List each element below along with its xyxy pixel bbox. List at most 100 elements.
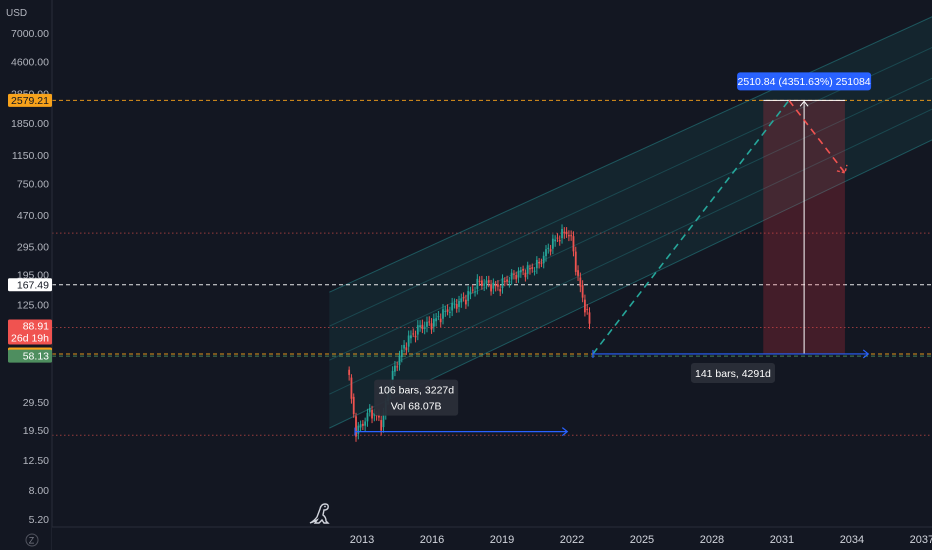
candle-body [464,299,467,305]
candle-body [586,309,589,311]
candle-body [513,273,515,275]
candle-body [503,281,506,283]
price-range-label-bg [737,72,872,91]
candle-body [563,231,566,234]
x-axis[interactable]: 2013 2016 2019 2022 2025 2028 2031 2034 2037 [52,526,932,550]
candle-body [444,310,447,312]
candle-body [556,237,559,239]
projection-arrowhead [836,164,848,174]
y-tick-label: 295.00 [17,242,49,254]
x-tick-label: 2016 [420,534,444,546]
candle-body [549,249,552,252]
horizontal-lines[interactable] [52,99,932,436]
candle-body [551,238,554,249]
y-tick-label: 8.00 [29,485,50,497]
candle-body [455,304,458,309]
candle-body [554,239,557,242]
candle-body [483,283,486,286]
candle-body [529,268,531,270]
candle-body [481,280,483,287]
y-tick-label: 5.20 [29,514,50,526]
candle-body [588,312,591,324]
x-tick-label: 2019 [490,534,514,546]
y-tick-label: 1150.00 [12,150,49,162]
candle-body [373,412,376,416]
candle-body [396,366,399,368]
candle-body [448,311,451,313]
candle-body [501,278,504,289]
price-tag-label: 167.49 [17,279,49,291]
candle-body [508,280,511,283]
candle-body [432,318,435,327]
candle-body [421,324,424,330]
y-tick-label: 750.00 [17,179,49,191]
candle-body [366,412,369,422]
date-range-bars-label: 141 bars, 4291d [695,368,771,380]
candle-body [524,272,527,278]
price-tag-label: 58.13 [23,351,49,363]
candle-body [494,285,497,287]
candle-body [453,303,456,305]
candle-body [428,321,431,323]
date-ranges[interactable]: 106 bars, 3227d Vol 68.07B 141 bars, 4291d [354,349,870,437]
candle-body [497,284,499,287]
candle-body [490,284,492,292]
candle-body [350,377,353,399]
candle-body [394,365,396,372]
y-tick-label: 470.00 [17,210,49,222]
y-tick-label: 19.50 [23,425,49,437]
dinosaur-eye [324,505,326,508]
channel-line[interactable] [329,77,932,361]
candle-body [467,291,470,301]
candle-body [361,423,364,426]
price-tag-label: 88.91 [23,321,49,333]
candle-body [510,272,513,280]
channel-line[interactable] [329,108,932,395]
candle-body [437,316,440,318]
price-tag-bg [8,278,52,292]
projection-up-leg[interactable] [592,99,790,355]
candle-body [572,236,575,252]
candle-body [405,347,408,351]
y-axis-background [0,0,52,550]
x-tick-label: 2028 [700,534,724,546]
candle-body [515,275,518,280]
candle-body [547,247,550,249]
candle-body [533,270,536,272]
date-range-volume-label: Vol 68.07B [391,401,442,413]
logo-mascot[interactable] [309,503,330,524]
candle-body [565,231,568,235]
channel-line[interactable] [329,47,932,327]
price-tag-bg [8,93,52,107]
price-range-box[interactable]: 2510.84 (4351.63%) 251084 [737,72,872,355]
candle-body [410,335,412,339]
regression-channel[interactable] [329,16,932,429]
price-range-label: 2510.84 (4351.63%) 251084 [738,76,871,88]
date-range-arrowhead [561,427,569,437]
candle-body [357,425,360,434]
channel-line[interactable] [329,16,932,293]
date-range-bars-label: 106 bars, 3227d [378,385,454,397]
zoom-toggle[interactable]: Z [25,533,39,547]
candle-body [423,326,426,329]
candle-body [517,270,520,278]
y-axis-unit: USD [6,8,27,19]
projection-path[interactable] [592,99,848,355]
candle-body [400,349,403,357]
candle-body [519,270,522,273]
candle-body [485,280,488,284]
candle-body [545,249,547,257]
x-tick-label: 2013 [350,534,374,546]
date-range-tooltip-bg [690,362,775,383]
candle-body [371,409,373,419]
candle-body [352,396,355,415]
candle-body [579,277,582,287]
projection-down-leg[interactable] [788,99,846,174]
y-axis[interactable]: USD 7000.004600.002850.001850.001150.007… [0,0,53,550]
candle-body [538,261,541,264]
candle-body [442,309,444,319]
price-tag-bg [8,349,52,363]
candle-body [416,325,419,335]
